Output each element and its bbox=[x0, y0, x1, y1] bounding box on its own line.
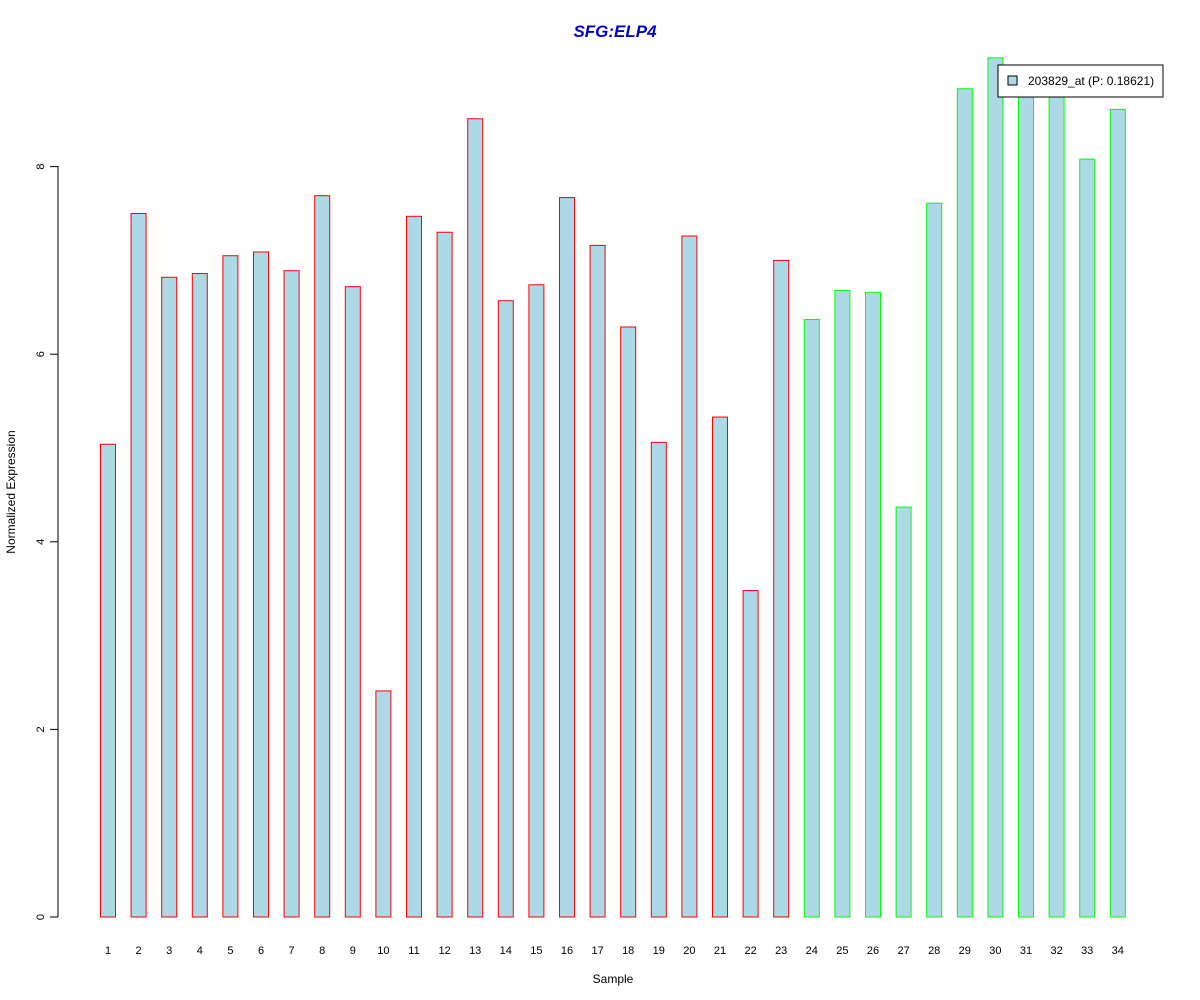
bar-sample-22 bbox=[742, 590, 759, 918]
bar-sample-6 bbox=[253, 251, 269, 918]
x-tick-label: 18 bbox=[622, 945, 634, 957]
x-tick-label: 20 bbox=[683, 945, 695, 957]
bar-sample-5 bbox=[222, 255, 239, 918]
x-tick-label: 2 bbox=[136, 945, 142, 957]
x-tick-label: 10 bbox=[377, 945, 389, 957]
bar-sample-34 bbox=[1109, 108, 1126, 918]
bar-sample-7 bbox=[283, 270, 300, 918]
x-tick-label: 30 bbox=[989, 945, 1001, 957]
bar-sample-16 bbox=[559, 197, 575, 918]
x-tick-label: 21 bbox=[714, 945, 726, 957]
x-tick-label: 1 bbox=[105, 945, 111, 957]
bar-sample-15 bbox=[528, 284, 545, 918]
legend: 203829_at (P: 0.18621) bbox=[997, 64, 1164, 98]
x-tick-label: 32 bbox=[1050, 945, 1062, 957]
y-tick-label: 2 bbox=[35, 726, 47, 732]
x-tick-label: 23 bbox=[775, 945, 787, 957]
legend-box bbox=[997, 64, 1164, 98]
x-tick-label: 25 bbox=[836, 945, 848, 957]
x-tick-label: 9 bbox=[350, 945, 356, 957]
x-tick-label: 15 bbox=[530, 945, 542, 957]
x-axis-label: Sample bbox=[593, 972, 634, 986]
bar-sample-14 bbox=[497, 300, 514, 918]
y-tick-label: 6 bbox=[35, 351, 47, 357]
y-tick-label: 4 bbox=[35, 539, 47, 545]
legend-swatch bbox=[1007, 75, 1018, 86]
x-tick-label: 11 bbox=[408, 945, 419, 957]
y-tick-label: 0 bbox=[35, 914, 47, 920]
y-tick-label: 8 bbox=[35, 164, 47, 170]
y-ticks: 0 2 4 6 8 bbox=[35, 164, 58, 920]
x-tick-label: 14 bbox=[500, 945, 512, 957]
bar-sample-26 bbox=[865, 291, 881, 918]
x-tick-label: 17 bbox=[591, 945, 603, 957]
x-tick-label: 19 bbox=[653, 945, 665, 957]
bar-sample-32 bbox=[1048, 86, 1065, 918]
bar-sample-24 bbox=[803, 318, 820, 918]
bar-sample-30 bbox=[987, 57, 1004, 918]
bar-sample-12 bbox=[436, 231, 453, 918]
bar-sample-4 bbox=[191, 273, 208, 918]
x-tick-label: 34 bbox=[1112, 945, 1124, 957]
bar-sample-11 bbox=[406, 215, 422, 918]
x-tick-label: 7 bbox=[289, 945, 295, 957]
x-tick-label: 16 bbox=[561, 945, 573, 957]
x-tick-label: 3 bbox=[166, 945, 172, 957]
x-tick-label: 4 bbox=[197, 945, 203, 957]
x-tick-label: 28 bbox=[928, 945, 940, 957]
bar-sample-8 bbox=[314, 195, 331, 918]
bar-sample-18 bbox=[620, 326, 637, 918]
bar-sample-2 bbox=[130, 213, 147, 918]
x-tick-label: 26 bbox=[867, 945, 879, 957]
bar-sample-23 bbox=[773, 259, 790, 918]
x-tick-label: 6 bbox=[258, 945, 264, 957]
bar-sample-19 bbox=[650, 441, 667, 918]
x-tick-label: 27 bbox=[897, 945, 909, 957]
x-tick-label: 13 bbox=[469, 945, 481, 957]
y-axis-label: Normalized Expression bbox=[4, 430, 18, 553]
bar-sample-28 bbox=[926, 202, 943, 918]
bar-sample-25 bbox=[834, 289, 851, 918]
legend-label: 203829_at (P: 0.18621) bbox=[1028, 74, 1154, 88]
x-tick-label: 33 bbox=[1081, 945, 1093, 957]
bar-sample-9 bbox=[344, 286, 361, 918]
x-tick-label: 31 bbox=[1020, 945, 1032, 957]
x-tick-label: 5 bbox=[227, 945, 233, 957]
x-tick-label: 8 bbox=[319, 945, 325, 957]
bar-sample-31 bbox=[1018, 86, 1034, 918]
x-tick-label: 29 bbox=[959, 945, 971, 957]
bar-sample-13 bbox=[467, 118, 484, 918]
x-tick-labels: 1 2 3 4 5 6 7 8 9 10 11 12 13 14 15 16 17 18 19 20 21 22 23 24 2… bbox=[105, 945, 1124, 957]
bar-sample-20 bbox=[681, 235, 698, 918]
bar-sample-3 bbox=[161, 276, 178, 918]
chart-title: SFG:ELP4 bbox=[573, 22, 657, 41]
bar-sample-1 bbox=[100, 443, 116, 918]
x-tick-label: 24 bbox=[806, 945, 818, 957]
y-axis: 0 2 4 6 8 bbox=[35, 164, 59, 920]
x-tick-label: 22 bbox=[744, 945, 756, 957]
bar-sample-10 bbox=[375, 690, 392, 918]
x-tick-label: 12 bbox=[438, 945, 450, 957]
bar-sample-29 bbox=[956, 88, 973, 918]
bars bbox=[100, 57, 1126, 918]
bar-sample-27 bbox=[895, 506, 912, 918]
bar-sample-33 bbox=[1079, 158, 1096, 918]
bar-sample-21 bbox=[712, 416, 728, 918]
bar-sample-17 bbox=[589, 244, 606, 918]
